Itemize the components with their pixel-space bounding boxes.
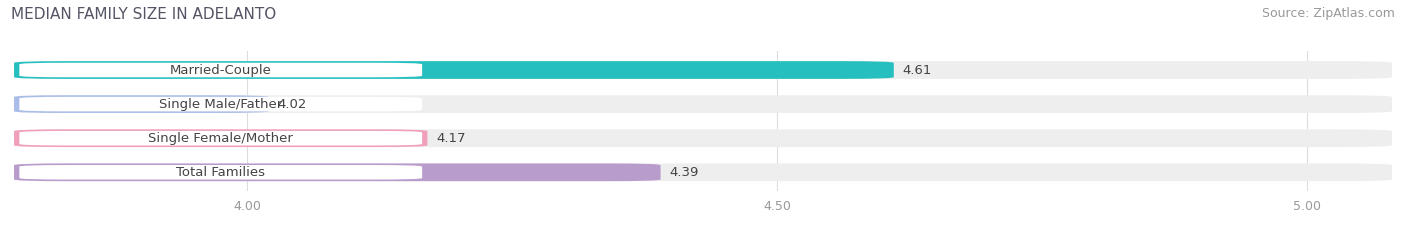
FancyBboxPatch shape	[14, 61, 1392, 79]
Text: 4.39: 4.39	[669, 166, 699, 179]
Text: Total Families: Total Families	[176, 166, 266, 179]
FancyBboxPatch shape	[20, 63, 422, 77]
FancyBboxPatch shape	[14, 61, 894, 79]
Text: 4.02: 4.02	[277, 98, 307, 111]
FancyBboxPatch shape	[20, 165, 422, 180]
FancyBboxPatch shape	[14, 95, 1392, 113]
FancyBboxPatch shape	[14, 163, 661, 181]
FancyBboxPatch shape	[14, 129, 427, 147]
FancyBboxPatch shape	[20, 131, 422, 145]
FancyBboxPatch shape	[14, 95, 269, 113]
Text: Single Male/Father: Single Male/Father	[159, 98, 283, 111]
FancyBboxPatch shape	[14, 163, 1392, 181]
Text: Single Female/Mother: Single Female/Mother	[148, 132, 294, 145]
Text: MEDIAN FAMILY SIZE IN ADELANTO: MEDIAN FAMILY SIZE IN ADELANTO	[11, 7, 277, 22]
FancyBboxPatch shape	[14, 129, 1392, 147]
Text: 4.61: 4.61	[903, 64, 932, 76]
Text: 4.17: 4.17	[436, 132, 465, 145]
Text: Source: ZipAtlas.com: Source: ZipAtlas.com	[1261, 7, 1395, 20]
FancyBboxPatch shape	[20, 97, 422, 111]
Text: Married-Couple: Married-Couple	[170, 64, 271, 76]
